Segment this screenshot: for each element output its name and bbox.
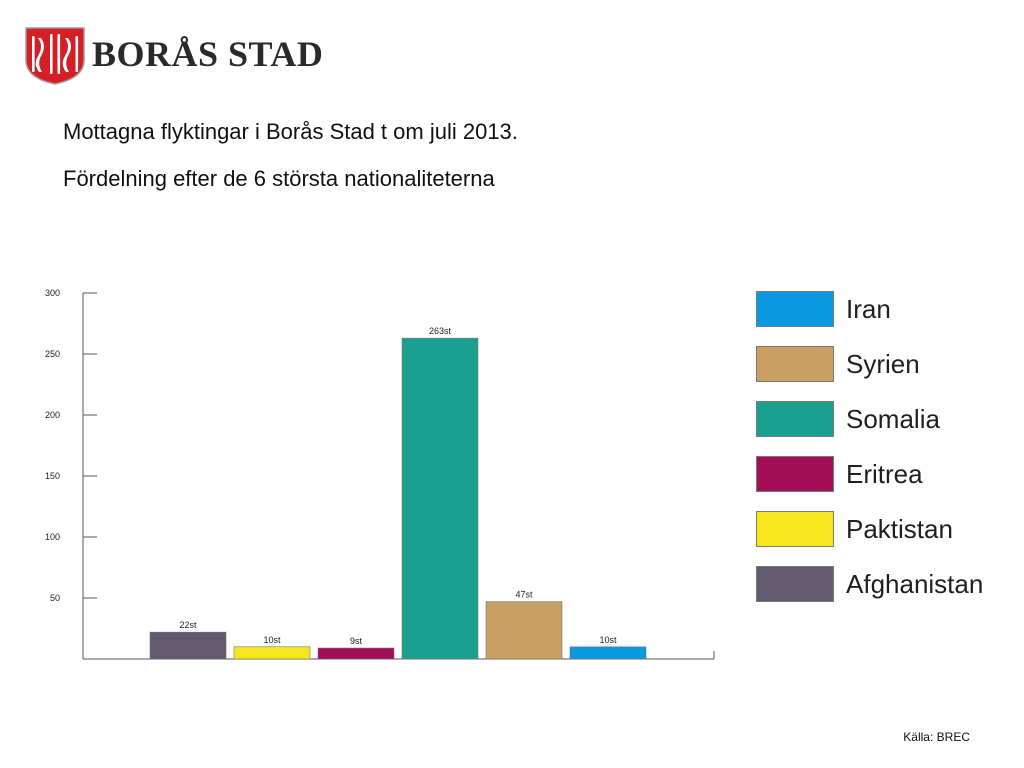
legend-item-paktistan: Paktistan [756, 510, 1016, 548]
bar-afghanistan [149, 631, 227, 660]
legend-label: Paktistan [846, 514, 953, 544]
data-label: 263st [429, 326, 452, 336]
legend-label: Somalia [846, 404, 940, 434]
legend-swatch [756, 566, 834, 602]
legend-label: Iran [846, 294, 891, 324]
logo-wordmark: BORÅS STAD [92, 34, 324, 74]
bar-somalia [401, 337, 479, 660]
legend-swatch [756, 511, 834, 547]
data-label: 47st [515, 590, 533, 600]
legend-item-somalia: Somalia [756, 400, 1016, 438]
data-label: 22st [179, 620, 197, 630]
legend-item-eritrea: Eritrea [756, 455, 1016, 493]
y-tick-label: 150 [45, 471, 60, 481]
data-label: 9st [350, 636, 363, 646]
y-tick-label: 100 [45, 532, 60, 542]
data-label: 10st [263, 635, 281, 645]
legend-label: Syrien [846, 349, 920, 379]
legend-swatch [756, 346, 834, 382]
coat-of-arms-icon [25, 27, 85, 85]
legend-label: Afghanistan [846, 569, 984, 599]
y-tick-label: 250 [45, 349, 60, 359]
y-tick-label: 300 [45, 288, 60, 298]
source-note: Källa: BREC [903, 730, 970, 744]
bar-syrien [485, 601, 563, 660]
bar-eritrea [317, 647, 395, 660]
legend-label: Eritrea [846, 459, 923, 489]
legend-swatch [756, 456, 834, 492]
bar-iran [569, 646, 647, 660]
bar-chart: 50 100 150 200 250 300 22st 10st 9st 263st 47st 10s… [45, 288, 715, 660]
legend-item-afghanistan: Afghanistan [756, 565, 1016, 603]
data-label: 10st [599, 635, 617, 645]
chart-subtitle: Fördelning efter de 6 största nationalit… [63, 166, 495, 191]
y-tick-label: 50 [50, 593, 60, 603]
city-logo [24, 26, 344, 86]
y-tick-label: 200 [45, 410, 60, 420]
legend-item-iran: Iran [756, 290, 1016, 328]
legend-item-syrien: Syrien [756, 345, 1016, 383]
bar-paktistan [233, 646, 311, 660]
chart-title: Mottagna flyktingar i Borås Stad t om ju… [63, 119, 518, 144]
legend-swatch [756, 401, 834, 437]
legend-swatch [756, 291, 834, 327]
